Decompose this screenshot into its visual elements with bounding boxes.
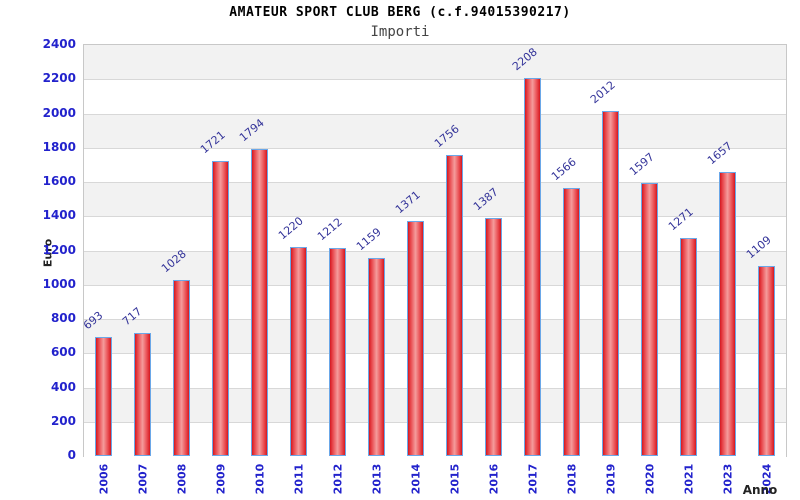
plot-band [84,147,786,183]
bar [212,161,229,456]
bar [563,187,580,456]
gridline [84,421,786,423]
x-tick-label: 2009 [214,463,227,495]
x-tick-label: 2014 [409,463,422,495]
gridline [84,147,786,149]
x-tick-label: 2020 [643,463,656,495]
x-tick-label: 2008 [175,463,188,495]
bar [134,333,151,456]
bar [173,279,190,456]
bar [95,337,112,456]
bar [329,248,346,456]
x-tick-label: 2012 [331,463,344,495]
gridline [84,113,786,115]
plot-band [84,319,786,355]
bar [602,111,619,456]
plot-band [84,250,786,286]
bar [446,155,463,456]
chart-title: AMATEUR SPORT CLUB BERG (c.f.94015390217… [229,5,571,20]
plot-band [84,353,786,389]
y-tick-label: 1400 [42,208,76,223]
y-tick-label: 1200 [42,242,76,257]
x-tick-label: 2013 [370,463,383,495]
y-tick-label: 2200 [42,71,76,86]
y-tick-label: 600 [50,345,76,360]
plot-band [84,79,786,115]
y-tick-label: 200 [50,413,76,428]
bar [758,266,775,456]
y-tick-label: 400 [50,379,76,394]
bar [290,247,307,456]
bar [251,148,268,456]
y-tick-label: 2400 [42,37,76,51]
x-tick-label: 2023 [721,463,734,495]
gridline [84,250,786,252]
gridline [84,216,786,218]
plot-band [84,182,786,218]
plot-band [84,216,786,252]
gridline [84,79,786,81]
x-tick-label: 2015 [448,463,461,495]
plot-band [84,421,786,457]
gridline [84,387,786,389]
y-tick-label: 2000 [42,105,76,120]
y-tick-label: 1000 [42,276,76,291]
bar [407,221,424,456]
bar [680,238,697,456]
bar [641,182,658,456]
bar [524,77,541,456]
y-tick-label: 1800 [42,139,76,154]
plot-band [84,284,786,320]
gridline [84,319,786,320]
plot-band [84,387,786,423]
y-tick-label: 0 [67,448,76,462]
bar [719,172,736,456]
x-tick-label: 2018 [565,463,578,495]
x-tick-label: 2016 [487,463,500,495]
bar [485,218,502,456]
plot-area: 693 717 1028 1721 1794 1220 1212 1159 1371 1756 13… [81,44,787,457]
x-tick-label: 2011 [292,463,305,495]
y-tick-label: 1600 [42,174,76,188]
x-tick-label: 2006 [97,463,110,495]
plot-band [84,113,786,149]
x-tick-label: 2010 [253,463,266,495]
gridline [84,284,786,286]
x-tick-label: 2007 [136,463,149,495]
bar [368,257,385,456]
x-tick-label: 2019 [604,463,617,495]
x-tick-label: 2021 [682,463,695,495]
gridline [84,182,786,183]
gridline [84,353,786,355]
x-axis-title: Anno [742,483,778,497]
y-tick-label: 800 [50,311,76,325]
chart-subtitle: Importi [370,24,430,40]
plot-band [84,45,786,81]
x-tick-label: 2017 [526,463,539,495]
